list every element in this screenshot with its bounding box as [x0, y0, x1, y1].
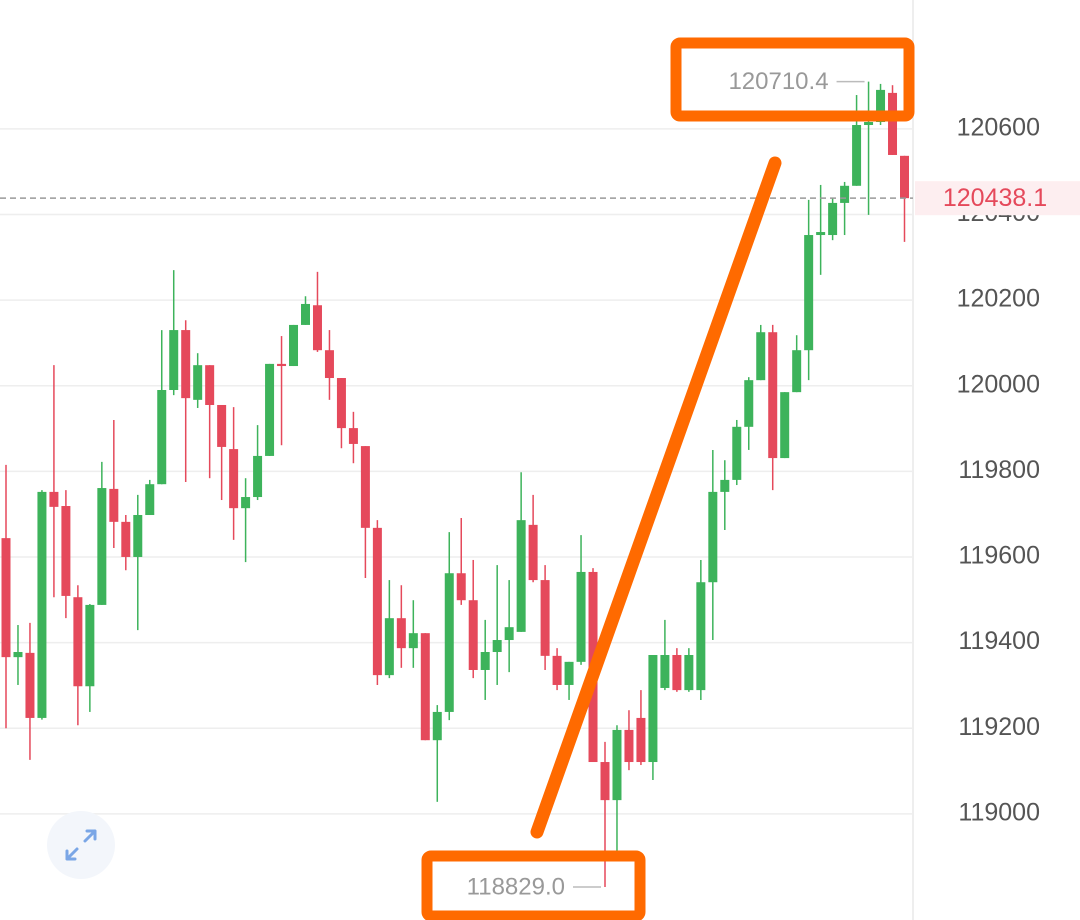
- candle-body: [720, 479, 730, 492]
- candle-body: [109, 488, 119, 522]
- candle-body: [241, 497, 251, 509]
- candle-body: [816, 232, 826, 236]
- candle-body: [780, 392, 790, 459]
- candle-body: [73, 597, 83, 687]
- candle-body: [121, 521, 131, 557]
- candle-body: [792, 350, 802, 393]
- candle-body: [768, 332, 778, 459]
- candle-body: [336, 378, 346, 429]
- candle-body: [324, 350, 334, 379]
- candle-body: [205, 365, 215, 405]
- candle-body: [253, 455, 263, 498]
- candle-body: [420, 633, 430, 741]
- candle-body: [145, 484, 155, 516]
- candle-body: [564, 661, 574, 685]
- candle-body: [888, 92, 898, 155]
- candle-body: [624, 729, 634, 763]
- candle-body: [157, 390, 167, 485]
- candle-body: [612, 729, 622, 801]
- candle-body: [277, 363, 287, 367]
- y-tick-label: 119000: [958, 798, 1040, 826]
- candle-body: [660, 655, 670, 688]
- candle-body: [804, 235, 814, 351]
- candle-body: [133, 515, 143, 557]
- candle-body: [61, 506, 71, 596]
- y-tick-label: 120200: [957, 285, 1040, 313]
- candle-body: [576, 571, 586, 662]
- candle-body: [229, 449, 239, 509]
- candle-body: [289, 324, 299, 367]
- candle-body: [600, 762, 610, 801]
- expand-button[interactable]: [47, 811, 115, 879]
- candle-body: [432, 711, 442, 741]
- candle-body: [852, 125, 862, 186]
- candle-body: [480, 652, 490, 670]
- y-tick-label: 119800: [958, 456, 1040, 484]
- candle-body: [708, 491, 718, 583]
- candle-body: [552, 655, 562, 685]
- candle-body: [396, 618, 406, 649]
- candle-body: [301, 303, 310, 325]
- candle-body: [85, 604, 95, 687]
- candle-body: [840, 185, 850, 203]
- candle-body: [864, 122, 874, 126]
- candle-body: [744, 380, 754, 427]
- y-tick-label: 119200: [958, 713, 1040, 741]
- grid: 119000 119200 119400 119600 119800 120000 1202…: [0, 113, 1040, 826]
- candle-body: [732, 426, 742, 480]
- candle-body: [648, 655, 658, 763]
- candle-body: [265, 363, 275, 456]
- last-price-box: [915, 181, 1080, 216]
- candle-body: [193, 365, 203, 400]
- candle-body: [528, 524, 538, 581]
- candle-body: [181, 330, 191, 399]
- candle-body: [456, 573, 466, 601]
- candle-body: [492, 640, 502, 653]
- candle-body: [468, 600, 478, 670]
- candle-body: [13, 652, 23, 658]
- candle-body: [348, 428, 358, 444]
- candle-body: [444, 573, 454, 712]
- candle-body: [384, 618, 394, 676]
- candle-body: [876, 89, 886, 123]
- y-tick-label: 120600: [957, 113, 1040, 141]
- candle-body: [756, 332, 766, 381]
- candle-body: [169, 330, 179, 391]
- candle-body: [540, 580, 550, 656]
- max-label: 120710.4: [728, 68, 828, 95]
- last-price-label: 120438.1: [943, 184, 1047, 212]
- candles: [1, 81, 909, 888]
- candle-body: [504, 627, 514, 641]
- candle-body: [684, 655, 694, 691]
- candle-body: [37, 491, 47, 718]
- candle-body: [516, 520, 526, 632]
- candle-body: [25, 652, 35, 718]
- candle-body: [672, 655, 682, 691]
- candle-body: [217, 404, 227, 447]
- y-tick-label: 120000: [957, 370, 1040, 398]
- candle-body: [408, 633, 418, 649]
- y-tick-label: 119400: [958, 627, 1040, 655]
- candle-body: [1, 538, 11, 658]
- candle-body: [97, 488, 107, 605]
- candle-body: [696, 582, 706, 691]
- candle-body: [372, 527, 382, 676]
- min-label: 118829.0: [467, 873, 565, 900]
- candle-body: [900, 155, 909, 199]
- annotation-drawing: [421, 37, 915, 920]
- candle-body: [312, 305, 322, 351]
- y-tick-label: 119600: [958, 542, 1040, 570]
- candle-body: [828, 202, 838, 236]
- candle-body: [636, 717, 646, 763]
- candle-body: [360, 446, 370, 528]
- candle-body: [49, 491, 59, 507]
